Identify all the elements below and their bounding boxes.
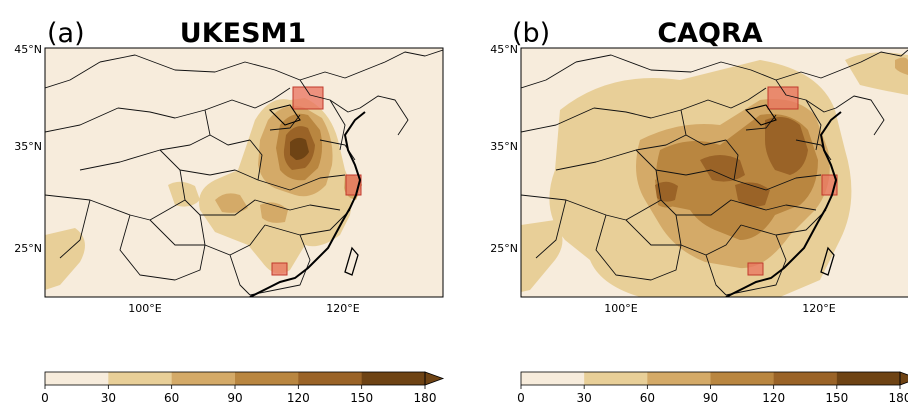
- colorbar-tick-label: 90: [227, 391, 242, 405]
- colorbar-tick-label: 90: [703, 391, 718, 405]
- contour-60-90: [215, 193, 248, 213]
- colorbar-segment: [108, 372, 173, 385]
- colorbar-segment: [235, 372, 299, 385]
- highlight-region-north: [292, 86, 324, 110]
- borders: [45, 49, 443, 296]
- colorbar-extend-arrow: [424, 371, 445, 386]
- contour-120-150: [765, 116, 808, 175]
- colorbar-tick-label: 30: [101, 391, 116, 405]
- colorbar-tick-label: 150: [825, 391, 848, 405]
- colorbar-tick-label: 0: [41, 391, 49, 405]
- island: [344, 246, 359, 276]
- colorbar-segment: [361, 372, 426, 385]
- coastline: [249, 111, 366, 297]
- colorbar-segment: [773, 372, 838, 385]
- colorbar-segment: [171, 372, 236, 385]
- colorbar-tick-label: 120: [287, 391, 310, 405]
- contour-30-60: [845, 52, 908, 95]
- colorbar-segment: [647, 372, 711, 385]
- lon-tick-100: 100°E: [604, 302, 637, 315]
- contour-120-150: [700, 155, 745, 182]
- lon-tick-100: 100°E: [128, 302, 161, 315]
- lat-tick-45: 45°N: [490, 43, 518, 56]
- panel-b: (b) CAQRA: [490, 18, 908, 315]
- colorbar-segment: [298, 372, 363, 385]
- island: [744, 104, 777, 126]
- colorbar-a: 0 30 60 90 120 150 180: [41, 371, 445, 405]
- borders: [521, 49, 908, 296]
- colorbar-tick-label: 180: [414, 391, 437, 405]
- colorbar-tick-label: 0: [517, 391, 525, 405]
- colorbar-segment: [45, 372, 109, 385]
- panel-b-frame: [520, 47, 908, 298]
- lon-tick-120: 120°E: [802, 302, 835, 315]
- panel-a-title: UKESM1: [180, 18, 306, 49]
- lat-tick-35: 35°N: [490, 140, 518, 153]
- highlight-region-south: [747, 262, 764, 276]
- colorbar-segment: [584, 372, 648, 385]
- lat-tick-35: 35°N: [14, 140, 42, 153]
- colorbar-tick-label: 30: [577, 391, 592, 405]
- lat-tick-45: 45°N: [14, 43, 42, 56]
- panel-b-title: CAQRA: [657, 18, 762, 49]
- panel-a-map: [45, 48, 443, 297]
- colorbar-tick-label: 120: [762, 391, 785, 405]
- contour-150-180: [290, 137, 309, 160]
- coastline: [725, 111, 842, 297]
- highlight-region-south: [271, 262, 288, 276]
- colorbar-b: 0 30 60 90 120 150 180: [517, 371, 908, 405]
- lon-tick-120: 120°E: [326, 302, 359, 315]
- panel-a-label: (a): [47, 18, 85, 49]
- island: [820, 246, 835, 276]
- colorbar-segment: [836, 372, 901, 385]
- colorbar-tick-label: 60: [640, 391, 655, 405]
- colorbar-tick-label: 60: [164, 391, 179, 405]
- colorbar-segment: [710, 372, 775, 385]
- panel-a: (a) UKESM1: [14, 18, 444, 315]
- panel-a-frame: [44, 47, 444, 298]
- contour-30-60: [45, 228, 85, 290]
- colorbar-tick-label: 180: [889, 391, 908, 405]
- lat-tick-25: 25°N: [14, 242, 42, 255]
- panel-b-label: (b): [512, 18, 550, 49]
- lat-tick-25: 25°N: [490, 242, 518, 255]
- colorbar-tick-label: 150: [350, 391, 373, 405]
- panel-b-map: [521, 48, 908, 297]
- contour-30-60: [521, 220, 563, 292]
- colorbar-extend-arrow: [899, 371, 908, 386]
- contour-60-90: [895, 57, 908, 75]
- island: [268, 104, 301, 126]
- colorbar-segment: [521, 372, 585, 385]
